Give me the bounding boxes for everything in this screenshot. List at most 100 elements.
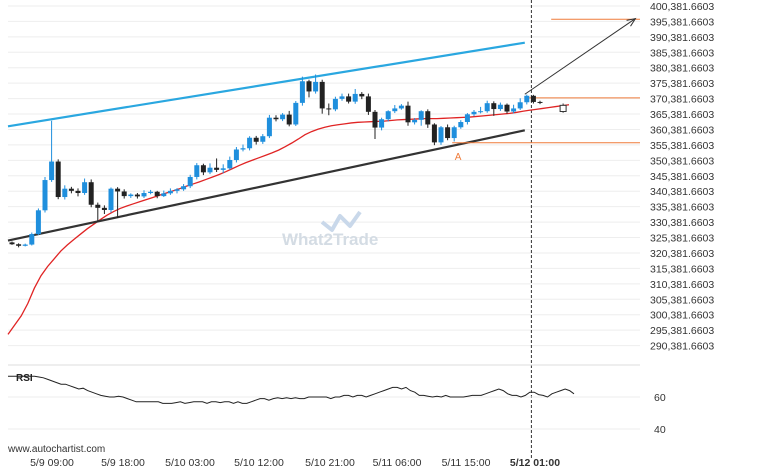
candle-body: [299, 81, 305, 103]
candle-body: [247, 137, 253, 149]
candle: [134, 193, 140, 199]
candle-body: [478, 111, 484, 113]
y-tick-label: 315,381.6603: [650, 263, 714, 275]
candle: [286, 110, 292, 127]
candle-body: [425, 111, 431, 125]
candle-body: [524, 95, 530, 103]
candle-body: [233, 149, 239, 160]
candle: [464, 113, 470, 125]
candle: [339, 93, 345, 101]
price-gridlines: [8, 0, 640, 458]
candle: [280, 113, 286, 122]
candle: [194, 163, 200, 180]
projection-arrow: [524, 17, 637, 95]
resistance-line: [7, 41, 525, 128]
y-tick-label: 300,381.6603: [650, 310, 714, 322]
y-tick-label: 290,381.6603: [650, 341, 714, 353]
candle: [405, 101, 411, 126]
candle-body: [379, 119, 385, 128]
candle-body: [35, 210, 41, 235]
candle: [484, 100, 490, 113]
candle: [35, 208, 41, 235]
candle: [9, 241, 15, 245]
candle: [115, 187, 121, 219]
candle-body: [365, 96, 371, 112]
rsi-panel: 60 40: [8, 364, 666, 436]
candle: [471, 109, 477, 117]
y-tick-label: 390,381.6603: [650, 32, 714, 44]
candle: [108, 187, 114, 213]
candle: [418, 110, 424, 126]
price-levels: [452, 18, 640, 144]
candle: [207, 163, 213, 175]
candle-body: [128, 194, 134, 197]
time-axis: 5/9 09:00 5/9 18:00 5/10 03:00 5/10 12:00 5/…: [30, 457, 560, 469]
candle-body: [313, 81, 319, 92]
candle-body: [326, 108, 332, 110]
candle: [372, 109, 378, 139]
candle-body: [530, 95, 536, 102]
rsi-tick-label: 60: [654, 392, 666, 404]
candle-body: [412, 119, 418, 123]
candle: [451, 125, 457, 142]
moving-average: [7, 104, 570, 335]
candle-body: [227, 159, 233, 169]
candle: [42, 176, 48, 213]
candle: [431, 123, 437, 146]
candle: [95, 202, 101, 222]
y-tick-label: 310,381.6603: [650, 279, 714, 291]
candle: [511, 104, 517, 114]
candle: [161, 190, 167, 198]
candle-body: [16, 244, 22, 246]
candle-body: [445, 127, 451, 139]
candle-body: [537, 101, 543, 103]
candle: [214, 158, 220, 173]
candle-body: [207, 167, 213, 173]
candle-body: [385, 111, 391, 120]
candle: [332, 96, 338, 112]
candle-body: [101, 207, 107, 210]
candle-body: [95, 204, 101, 208]
price-axis: 400,381.6603 395,381.6603 390,381.6603 385,…: [650, 1, 714, 353]
candle: [306, 79, 312, 98]
candle: [121, 189, 127, 199]
watermark-text: What2Trade: [282, 230, 378, 249]
candle: [293, 101, 299, 127]
projection-arrowhead: [626, 17, 637, 27]
candle-body: [392, 108, 398, 112]
candle: [352, 88, 358, 104]
candle-body: [497, 104, 503, 110]
candle: [517, 98, 523, 110]
candle-body: [9, 242, 15, 245]
candle-body: [253, 137, 259, 142]
candle-body: [431, 124, 437, 143]
candle-body: [115, 188, 121, 192]
candle: [266, 114, 272, 139]
candle: [524, 94, 530, 105]
y-tick-label: 330,381.6603: [650, 217, 714, 229]
candle: [220, 164, 226, 174]
candlesticks: [9, 74, 567, 248]
candle-body: [194, 165, 200, 177]
candle: [365, 93, 371, 115]
candle-body: [154, 191, 160, 197]
candle-body: [181, 186, 187, 190]
candle-body: [352, 93, 358, 102]
current-candle: [559, 103, 567, 113]
candle-body: [121, 191, 127, 197]
candle: [29, 232, 35, 246]
candle: [181, 184, 187, 191]
candle: [425, 109, 431, 128]
candle: [458, 120, 464, 129]
candle-body: [438, 127, 444, 143]
candle: [392, 105, 398, 114]
candle: [200, 163, 206, 176]
watermark-logo-icon: [320, 210, 362, 232]
candle: [253, 135, 259, 145]
candle: [319, 79, 325, 114]
candle: [537, 100, 543, 105]
candle-body: [451, 127, 457, 139]
candle: [385, 110, 391, 122]
pattern-label-a: A: [455, 152, 462, 163]
x-tick-label: 5/10 03:00: [165, 457, 215, 469]
